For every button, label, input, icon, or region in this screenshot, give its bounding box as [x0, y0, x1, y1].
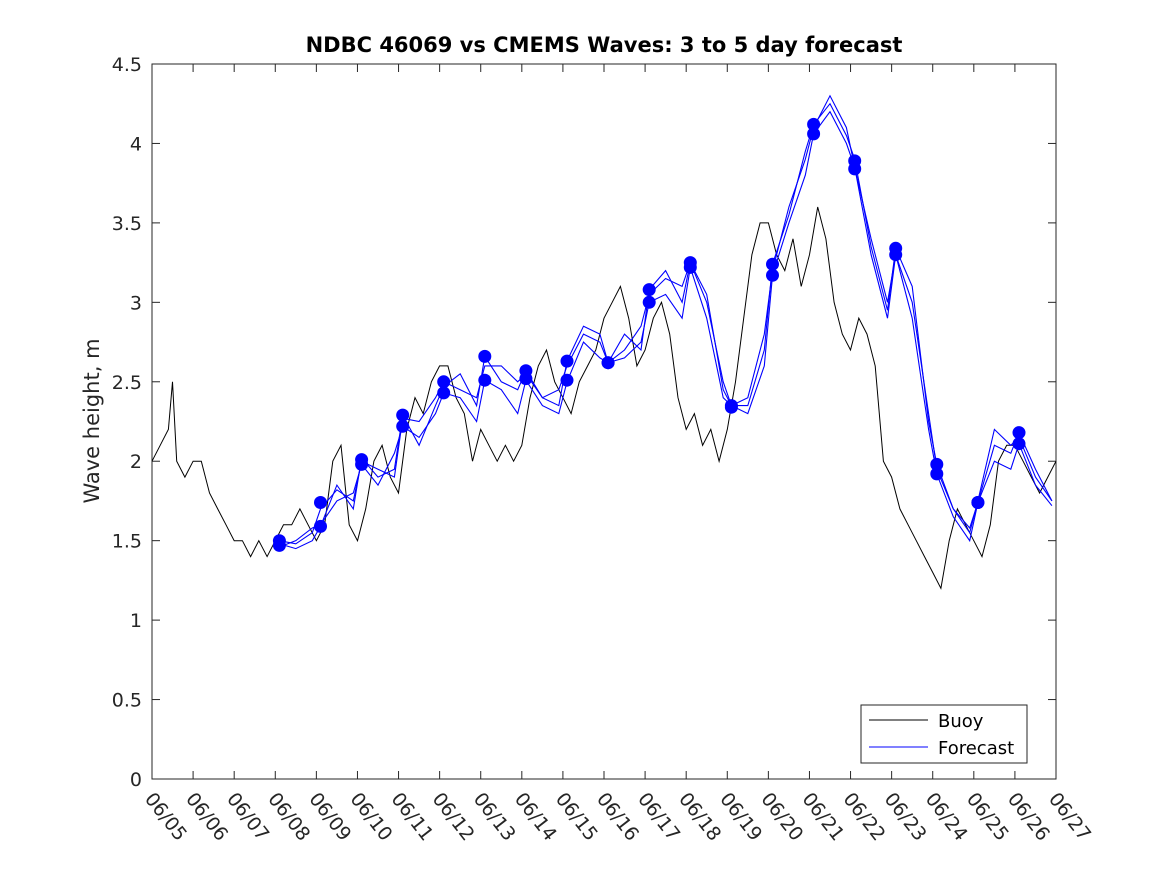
forecast-marker: [1012, 437, 1026, 451]
forecast-series-line-2: [279, 110, 1053, 548]
legend-buoy-label: Buoy: [938, 711, 984, 732]
legend: Buoy Forecast: [860, 704, 1028, 764]
legend-box: [860, 704, 1028, 764]
y-tick-label: 2.5: [112, 372, 142, 394]
forecast-marker: [642, 283, 656, 297]
forecast-marker: [437, 386, 451, 400]
axes-frame: [151, 63, 1057, 780]
forecast-marker: [1012, 426, 1026, 440]
forecast-marker: [437, 375, 451, 389]
y-tick-label: 1.5: [112, 531, 142, 553]
forecast-marker: [971, 496, 985, 509]
forecast-marker: [889, 248, 903, 262]
forecast-marker: [396, 419, 410, 433]
forecast-marker: [807, 117, 821, 131]
forecast-marker: [724, 400, 738, 414]
forecast-marker: [642, 295, 656, 309]
forecast-marker: [683, 260, 697, 274]
forecast-marker: [272, 538, 286, 552]
y-axis-label: Wave height, m: [80, 338, 104, 503]
legend-forecast-label: Forecast: [938, 738, 1014, 759]
forecast-marker: [848, 162, 862, 176]
forecast-marker: [314, 519, 327, 533]
forecast-marker: [807, 127, 821, 141]
forecast-marker: [766, 257, 779, 271]
forecast-marker: [560, 354, 574, 368]
y-tick-label: 4.5: [112, 54, 142, 76]
chart-title: NDBC 46069 vs CMEMS Waves: 3 to 5 day fo…: [306, 33, 903, 57]
y-tick-label: 1: [130, 610, 142, 632]
forecast-marker: [478, 373, 492, 387]
y-tick-label: 3: [130, 292, 142, 314]
y-tick-label: 3.5: [112, 213, 142, 235]
forecast-marker: [396, 408, 410, 422]
forecast-marker: [601, 356, 615, 370]
y-tick-label: 0.5: [112, 690, 142, 712]
forecast-marker: [930, 467, 944, 481]
forecast-marker: [478, 349, 492, 363]
y-tick-label: 0: [130, 769, 142, 791]
y-tick-label: 4: [130, 133, 142, 155]
forecast-marker: [314, 496, 327, 509]
forecast-marker: [766, 268, 779, 282]
forecast-marker: [519, 372, 533, 386]
y-tick-label: 2: [130, 451, 142, 473]
forecast-marker: [560, 373, 574, 387]
forecast-marker: [355, 457, 369, 471]
forecast-marker: [930, 457, 944, 471]
